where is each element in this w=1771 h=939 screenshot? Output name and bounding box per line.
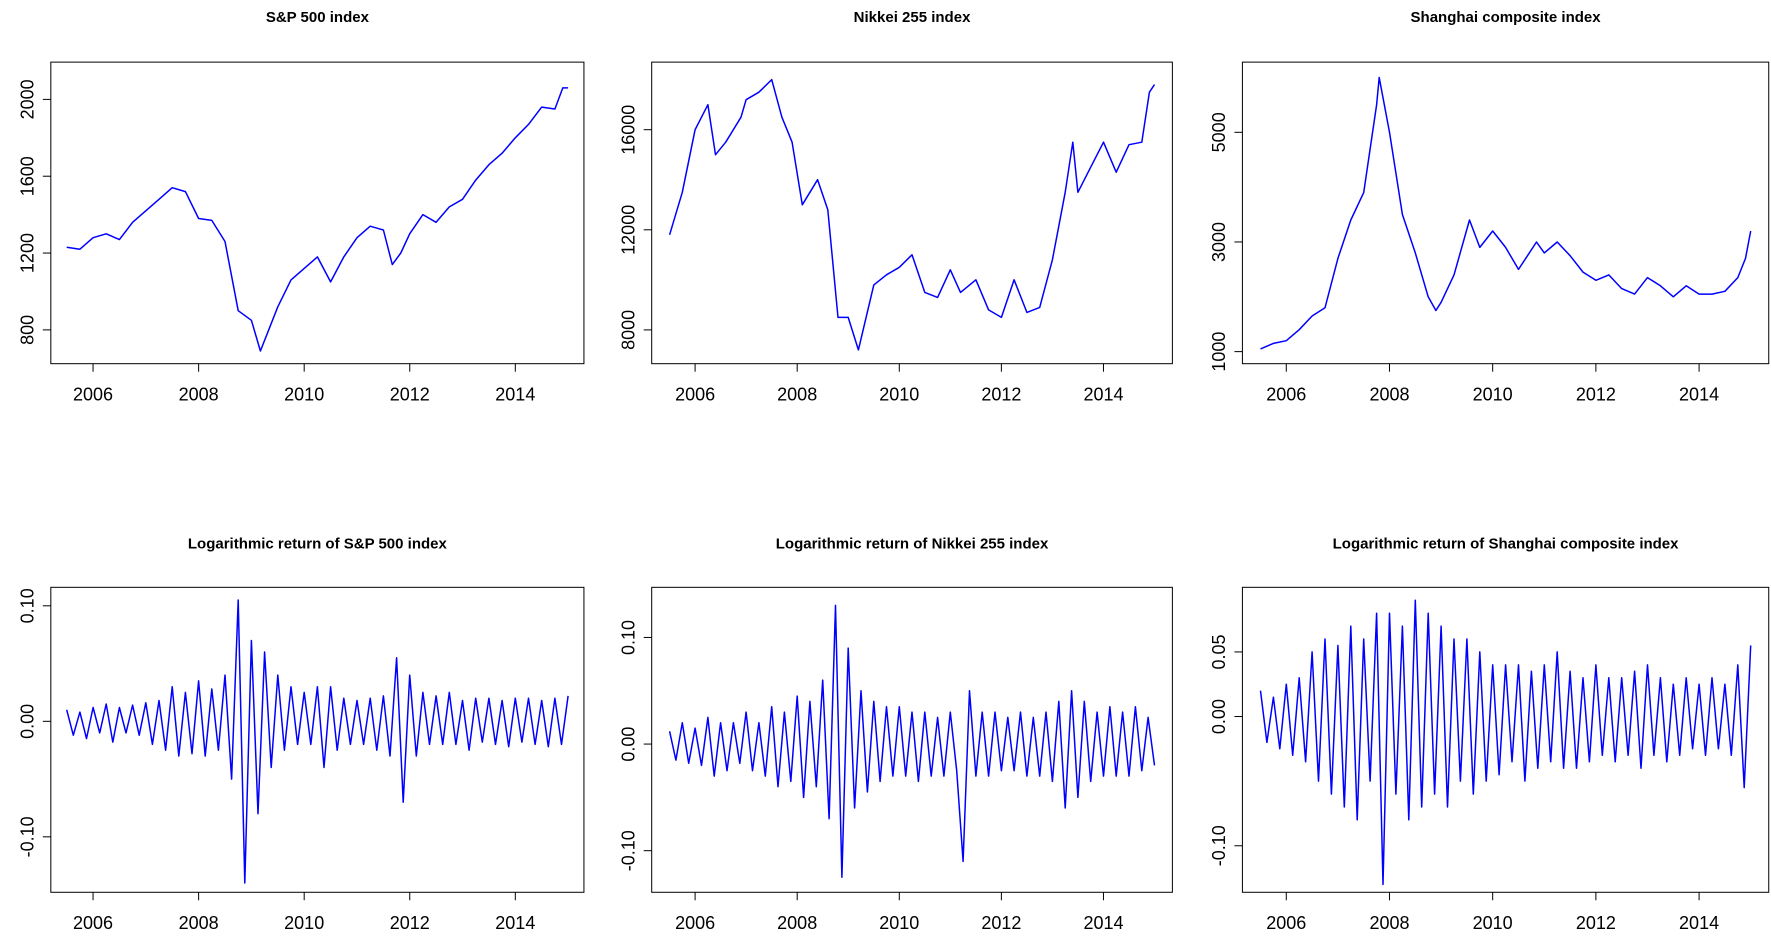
y-tick-label: 5000 — [1209, 112, 1229, 152]
x-tick-label: 2012 — [390, 384, 430, 404]
figure: S&P 500 index 2006 2008 2010 2012 2014 800 1200… — [0, 0, 1771, 939]
plot-frame — [1242, 62, 1768, 364]
chart-title: Nikkei 255 index — [854, 9, 971, 26]
x-tick-label: 2006 — [1266, 913, 1306, 933]
y-tick-label: 2000 — [18, 79, 38, 119]
plot-frame — [51, 587, 584, 892]
y-tick-label: 12000 — [618, 205, 638, 255]
series-line — [1261, 600, 1751, 884]
x-tick-label: 2006 — [675, 384, 715, 404]
y-tick-label: 0.05 — [1209, 634, 1229, 669]
plot-frame — [51, 62, 584, 364]
x-tick-label: 2014 — [1679, 913, 1719, 933]
x-tick-label: 2014 — [1083, 384, 1123, 404]
series-line — [67, 88, 568, 351]
y-tick-label: 1600 — [18, 156, 38, 196]
x-tick-label: 2010 — [1473, 384, 1513, 404]
x-tick-label: 2014 — [1679, 384, 1719, 404]
y-tick-label: -0.10 — [1209, 825, 1229, 866]
x-tick-label: 2008 — [777, 913, 817, 933]
chart-title: Logarithmic return of Nikkei 255 index — [776, 535, 1049, 552]
x-tick-label: 2012 — [390, 913, 430, 933]
y-tick-label: 8000 — [618, 310, 638, 350]
x-tick-label: 2006 — [1266, 384, 1306, 404]
y-tick-label: 0.00 — [18, 704, 38, 739]
x-tick-label: 2008 — [1369, 913, 1409, 933]
y-tick-label: 16000 — [618, 105, 638, 155]
plot-frame — [652, 62, 1173, 364]
y-tick-label: 800 — [18, 315, 38, 345]
x-tick-label: 2006 — [73, 913, 113, 933]
y-tick-label: 0.10 — [18, 588, 38, 623]
x-tick-label: 2008 — [1369, 384, 1409, 404]
x-tick-label: 2014 — [1083, 913, 1123, 933]
y-tick-label: 0.00 — [618, 727, 638, 762]
x-tick-label: 2010 — [879, 384, 919, 404]
x-tick-label: 2014 — [495, 913, 535, 933]
y-tick-label: 3000 — [1209, 222, 1229, 262]
y-tick-label: -0.10 — [18, 816, 38, 857]
series-line — [670, 80, 1155, 350]
y-tick-label: 1200 — [18, 233, 38, 273]
x-tick-label: 2010 — [284, 913, 324, 933]
x-tick-label: 2008 — [777, 384, 817, 404]
series-line — [67, 600, 568, 883]
y-tick-label: 1000 — [1209, 332, 1229, 372]
x-tick-label: 2010 — [879, 913, 919, 933]
chart-title: Logarithmic return of Shanghai composite… — [1333, 535, 1680, 552]
chart-title: Shanghai composite index — [1411, 9, 1602, 26]
x-tick-label: 2012 — [1576, 384, 1616, 404]
series-line — [1261, 78, 1751, 349]
x-tick-label: 2012 — [981, 913, 1021, 933]
x-tick-label: 2012 — [1576, 913, 1616, 933]
x-tick-label: 2010 — [1473, 913, 1513, 933]
y-tick-label: -0.10 — [618, 830, 638, 871]
x-tick-label: 2008 — [179, 384, 219, 404]
x-tick-label: 2010 — [284, 384, 324, 404]
y-tick-label: 0.00 — [1209, 699, 1229, 734]
series-line — [670, 605, 1155, 877]
x-tick-label: 2014 — [495, 384, 535, 404]
chart-title: S&P 500 index — [266, 9, 370, 26]
y-tick-label: 0.10 — [618, 620, 638, 655]
plot-frame — [1242, 587, 1768, 892]
x-tick-label: 2006 — [675, 913, 715, 933]
chart-title: Logarithmic return of S&P 500 index — [188, 535, 448, 552]
x-tick-label: 2012 — [981, 384, 1021, 404]
x-tick-label: 2008 — [179, 913, 219, 933]
x-tick-label: 2006 — [73, 384, 113, 404]
